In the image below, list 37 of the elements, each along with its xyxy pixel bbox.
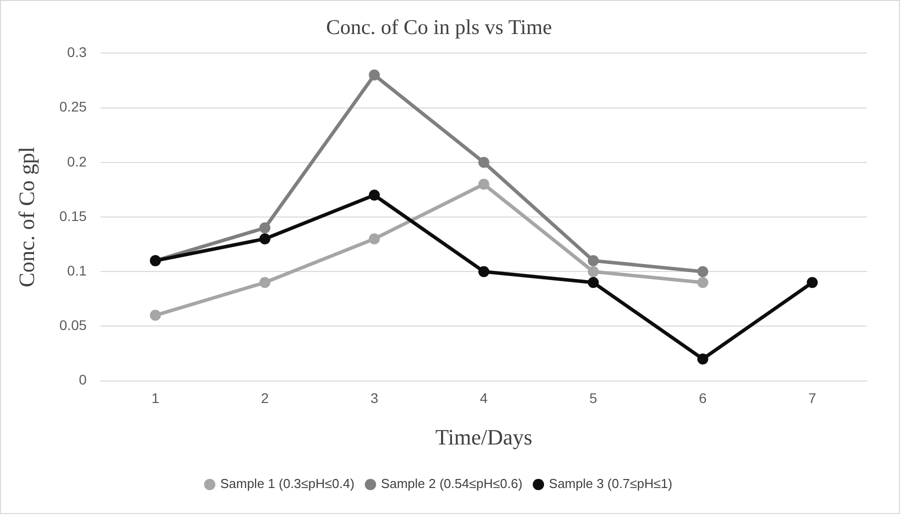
x-tick-label: 5 — [589, 390, 598, 406]
y-tick-label: 0.05 — [59, 317, 87, 334]
point — [368, 70, 380, 81]
x-tick-label: 6 — [698, 390, 707, 406]
x-tick-label: 4 — [480, 390, 488, 406]
point — [478, 156, 490, 168]
point — [806, 277, 818, 288]
legend-label: Sample 1 (0.3≤pH≤0.4) — [220, 476, 354, 492]
y-tick-label: 0.15 — [59, 208, 87, 224]
point — [697, 266, 708, 278]
x-tick-label: 2 — [260, 390, 269, 406]
y-tick-label: 0.3 — [67, 44, 87, 60]
point — [588, 266, 599, 278]
y-tick-label: 0.2 — [67, 153, 87, 170]
x-tick-label: 7 — [808, 390, 816, 406]
legend-label: Sample 2 (0.54≤pH≤0.6) — [380, 476, 522, 492]
point — [697, 353, 708, 364]
point — [259, 277, 270, 288]
x-axis-title: Time/Days — [435, 424, 532, 450]
y-tick-label: 0 — [78, 372, 87, 388]
x-tick-label: 1 — [151, 390, 160, 406]
y-tick-label: 0.1 — [67, 262, 87, 278]
point — [368, 233, 380, 244]
point — [588, 277, 599, 288]
legend-label: Sample 3 (0.7≤pH≤1) — [548, 476, 672, 492]
point — [588, 255, 599, 266]
x-tick-label: 3 — [370, 390, 378, 406]
point — [697, 277, 708, 288]
chart-title: Conc. of Co in pls vs Time — [326, 15, 552, 40]
point — [259, 233, 270, 244]
y-axis-title: Conc. of Co gpl — [14, 146, 39, 288]
y-tick-label: 0.25 — [59, 98, 87, 115]
point — [478, 266, 490, 278]
point — [259, 222, 270, 234]
point — [478, 178, 490, 190]
point — [150, 310, 161, 321]
point — [368, 190, 380, 201]
